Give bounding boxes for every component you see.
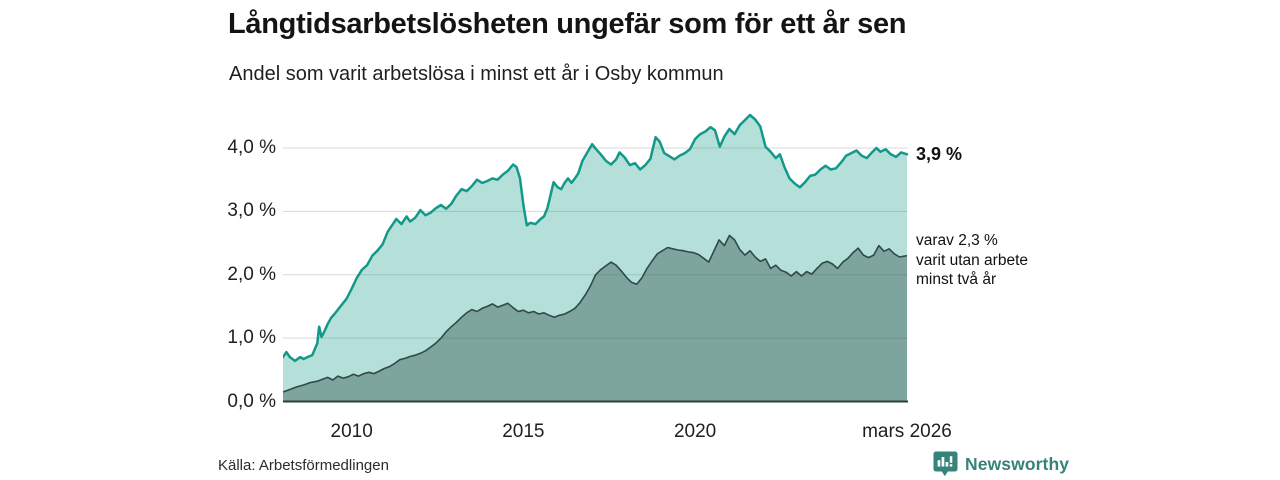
area-chart <box>283 113 909 403</box>
x-axis-tick: 2020 <box>673 421 717 442</box>
area-twoyear <box>283 235 907 402</box>
y-axis-tick: 1,0 % <box>227 327 276 349</box>
source-note: Källa: Arbetsförmedlingen <box>218 457 389 474</box>
line-twoyear <box>283 234 908 393</box>
page-subtitle: Andel som varit arbetslösa i minst ett å… <box>229 63 724 85</box>
newsworthy-icon <box>933 451 958 477</box>
y-axis-tick: 4,0 % <box>227 137 276 158</box>
page-title: Långtidsarbetslösheten ungefär som för e… <box>228 8 907 40</box>
end-value-label-total: 3,9 % <box>916 144 963 164</box>
end-value-label-twoyear: varav 2,3 % varit utan arbete minst två … <box>916 232 1029 288</box>
brand-name: Newsworthy <box>965 454 1070 474</box>
x-axis-tick: mars 2026 <box>862 421 952 442</box>
line-total <box>283 113 909 363</box>
y-axis-tick: 2,0 % <box>227 263 276 285</box>
brand-logo: Newsworthy <box>933 451 1069 478</box>
x-axis-tick: 2015 <box>502 421 545 442</box>
y-axis-tick: 0,0 % <box>227 390 276 412</box>
y-axis-tick: 3,0 % <box>227 200 276 222</box>
x-axis-tick: 2010 <box>330 421 373 442</box>
area-total <box>283 115 907 402</box>
